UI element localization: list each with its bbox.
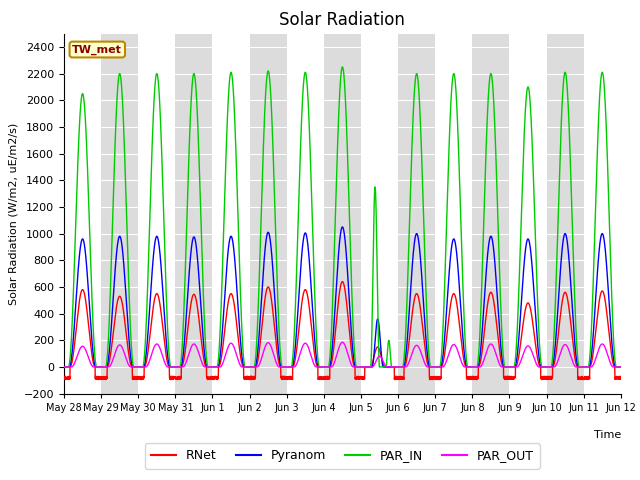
- PAR_OUT: [322, 364, 330, 370]
- Text: Time: Time: [593, 430, 621, 440]
- PAR_OUT: [160, 358, 168, 363]
- RNet: [60, 375, 68, 381]
- Pyranom: [60, 364, 68, 370]
- RNet: [616, 375, 624, 381]
- Legend: RNet, Pyranom, PAR_IN, PAR_OUT: RNet, Pyranom, PAR_IN, PAR_OUT: [145, 443, 540, 468]
- RNet: [617, 376, 625, 382]
- PAR_IN: [160, 224, 168, 229]
- Bar: [621, 34, 640, 394]
- PAR_OUT: [616, 364, 624, 370]
- Line: PAR_OUT: PAR_OUT: [64, 342, 621, 367]
- PAR_OUT: [436, 364, 444, 370]
- PAR_IN: [60, 364, 68, 370]
- Bar: [472, 34, 509, 394]
- Line: PAR_IN: PAR_IN: [64, 67, 621, 367]
- Y-axis label: Solar Radiation (W/m2, uE/m2/s): Solar Radiation (W/m2, uE/m2/s): [8, 122, 18, 305]
- PAR_IN: [616, 364, 624, 370]
- RNet: [322, 375, 330, 381]
- PAR_IN: [322, 364, 330, 370]
- PAR_IN: [467, 364, 475, 370]
- Bar: [324, 34, 361, 394]
- Line: Pyranom: Pyranom: [64, 227, 621, 367]
- PAR_IN: [617, 364, 625, 370]
- Text: TW_met: TW_met: [72, 44, 122, 55]
- Pyranom: [467, 364, 475, 370]
- RNet: [499, 364, 507, 370]
- PAR_IN: [436, 362, 444, 368]
- Pyranom: [322, 364, 330, 370]
- PAR_OUT: [467, 364, 475, 370]
- Title: Solar Radiation: Solar Radiation: [280, 11, 405, 29]
- Bar: [175, 34, 212, 394]
- RNet: [339, 279, 346, 285]
- Pyranom: [436, 364, 444, 370]
- Bar: [101, 34, 138, 394]
- PAR_OUT: [617, 364, 625, 370]
- Pyranom: [499, 360, 507, 366]
- RNet: [160, 336, 168, 342]
- PAR_IN: [339, 64, 346, 70]
- Pyranom: [160, 307, 168, 313]
- Pyranom: [616, 364, 624, 370]
- Pyranom: [617, 364, 625, 370]
- RNet: [468, 374, 476, 380]
- PAR_OUT: [339, 339, 346, 345]
- Bar: [398, 34, 435, 394]
- PAR_OUT: [499, 364, 507, 370]
- PAR_IN: [499, 348, 507, 353]
- Line: RNet: RNet: [64, 282, 621, 380]
- RNet: [436, 375, 444, 381]
- Bar: [250, 34, 287, 394]
- PAR_OUT: [60, 364, 68, 370]
- Bar: [547, 34, 584, 394]
- RNet: [392, 377, 400, 383]
- Pyranom: [339, 224, 346, 230]
